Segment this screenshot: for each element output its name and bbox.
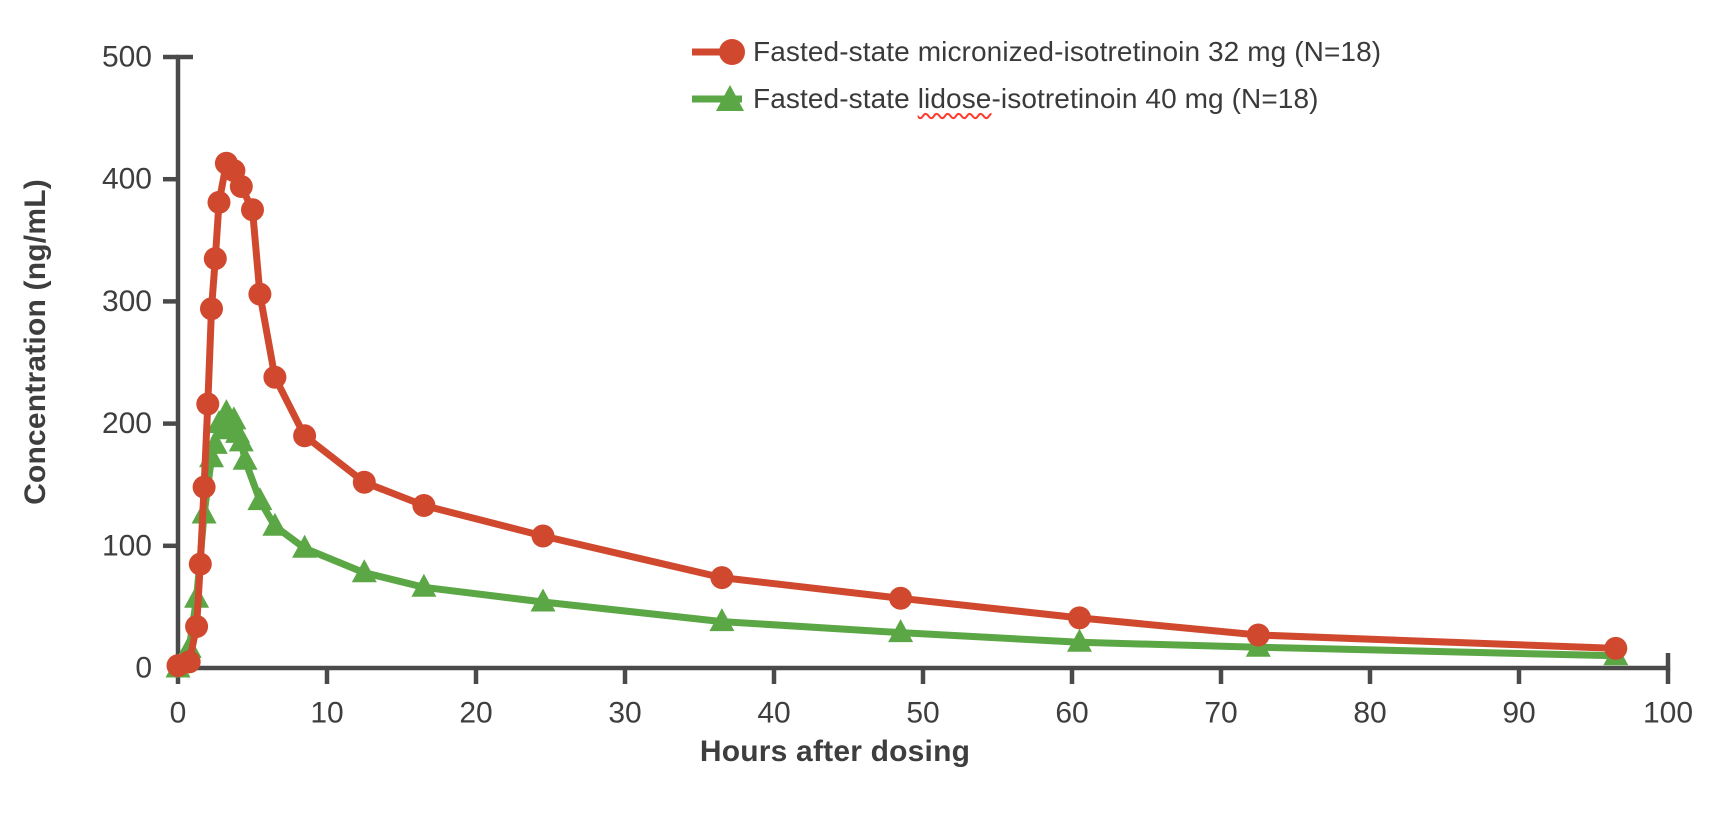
x-tick-label: 10 [310,697,343,730]
data-point-lidose [709,608,735,632]
x-tick-label: 20 [459,697,492,730]
legend-item-micronized: Fasted-state micronized-isotretinoin 32 … [690,28,1381,75]
data-point-micronized [248,282,272,306]
data-point-micronized [207,190,231,214]
data-point-micronized [203,247,227,271]
data-point-lidose [411,573,437,597]
data-point-micronized [352,470,376,494]
y-tick-label: 300 [102,285,152,318]
y-axis-title: Concentration (ng/mL) [19,179,52,505]
legend-triangle-green [716,84,744,111]
data-point-lidose [292,534,318,558]
x-tick-label: 100 [1643,697,1693,730]
legend-item-lidose: Fasted-state lidose-isotretinoin 40 mg (… [690,75,1381,122]
data-point-micronized [263,365,287,389]
y-tick-label: 0 [135,652,152,685]
data-point-micronized [192,475,216,499]
legend: Fasted-state micronized-isotretinoin 32 … [690,28,1381,122]
x-tick-label: 90 [1502,697,1535,730]
legend-circle-marker-icon [692,38,745,65]
legend-label-lidose-misspelled-word: lidose [917,82,992,114]
legend-label-lidose-post: -isotretinoin 40 mg (N=18) [991,82,1319,114]
x-tick-label: 60 [1055,697,1088,730]
y-tick-label: 400 [102,163,152,196]
axis-frame [175,54,1671,671]
legend-label-lidose: Fasted-state lidose-isotretinoin 40 mg (… [753,83,1319,115]
data-point-lidose [247,487,273,511]
data-point-micronized [200,297,223,321]
x-tick-label: 30 [608,697,641,730]
data-point-lidose [351,559,377,583]
data-point-micronized [188,552,212,576]
data-point-micronized [293,424,317,448]
data-point-micronized [196,392,220,416]
series-line-micronized [174,159,1620,670]
legend-label-micronized: Fasted-state micronized-isotretinoin 32 … [753,35,1382,67]
data-point-micronized [531,524,555,548]
y-tick-label: 100 [102,529,152,562]
data-point-micronized [1604,636,1628,660]
data-point-lidose [1067,628,1092,652]
y-tick-label: 200 [102,407,152,440]
data-point-lidose [232,446,258,470]
data-point-micronized [412,494,436,517]
x-axis-title: Hours after dosing [699,735,971,768]
legend-label-lidose-pre: Fasted-state [753,82,918,114]
data-point-micronized [177,650,201,674]
x-tick-label: 0 [170,697,187,730]
data-point-lidose [228,428,254,452]
data-point-lidose [262,512,288,536]
data-point-micronized [185,615,209,638]
legend-triangle-marker-icon [692,84,744,111]
data-point-micronized [229,175,253,198]
x-tick-label: 80 [1353,697,1386,730]
data-point-micronized [1246,623,1270,647]
x-tick-label: 40 [757,697,790,730]
data-point-micronized [889,586,913,610]
data-point-micronized [710,566,734,590]
legend-dot-red [719,38,745,65]
data-point-micronized [1068,606,1091,630]
data-point-lidose [530,588,556,612]
data-point-lidose [888,619,914,643]
data-point-micronized [241,198,264,222]
x-tick-label: 50 [906,697,939,730]
y-tick-label: 500 [102,41,152,74]
data-point-lidose [221,406,247,430]
x-tick-label: 70 [1204,697,1237,730]
